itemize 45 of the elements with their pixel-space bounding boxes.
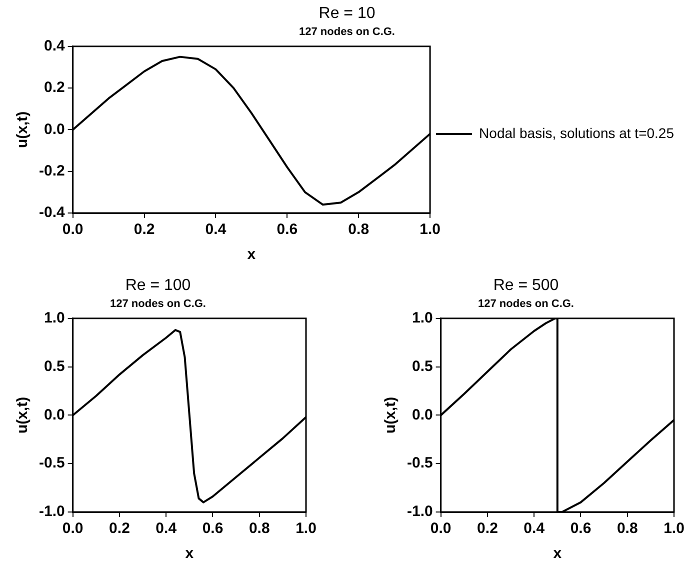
x-axis-title: x bbox=[185, 545, 194, 562]
x-tick-label: 0.0 bbox=[62, 221, 84, 238]
y-tick-label: 0.5 bbox=[44, 358, 65, 375]
chart-subtitle: 127 nodes on C.G. bbox=[110, 298, 206, 310]
y-tick-label: -0.2 bbox=[38, 162, 65, 180]
y-tick-label: 0.5 bbox=[412, 358, 433, 375]
y-tick-label: -0.5 bbox=[38, 454, 65, 472]
x-tick-label: 0.4 bbox=[205, 221, 227, 238]
legend-label: Nodal basis, solutions at t=0.25 bbox=[479, 124, 674, 141]
x-axis-title: x bbox=[247, 246, 256, 264]
y-tick-label: -1.0 bbox=[38, 503, 65, 520]
y-axis-title: u(x,t) bbox=[14, 396, 32, 434]
x-tick-label: 0.8 bbox=[616, 520, 638, 538]
chart-subtitle: 127 nodes on C.G. bbox=[478, 298, 574, 310]
y-axis-title: u(x,t) bbox=[382, 396, 400, 434]
x-tick-label: 0.2 bbox=[134, 221, 155, 238]
y-tick-label: 0.2 bbox=[44, 79, 65, 96]
y-tick-label: 0.0 bbox=[412, 406, 433, 424]
y-tick-label: -0.4 bbox=[38, 204, 66, 222]
x-tick-label: 0.0 bbox=[430, 520, 452, 538]
y-tick-label: 0.4 bbox=[44, 38, 66, 55]
y-tick-label: 1.0 bbox=[412, 310, 433, 327]
x-tick-label: 0.8 bbox=[248, 520, 270, 538]
x-tick-label: 0.2 bbox=[477, 520, 498, 538]
x-axis-title: x bbox=[553, 545, 562, 562]
chart-title: Re = 10 bbox=[318, 5, 376, 22]
x-tick-label: 0.6 bbox=[202, 520, 224, 538]
chart-title: Re = 500 bbox=[493, 277, 559, 294]
y-tick-label: -0.5 bbox=[406, 454, 433, 472]
x-tick-label: 0.8 bbox=[348, 221, 370, 238]
chart-title: Re = 100 bbox=[125, 277, 191, 294]
x-tick-label: 0.2 bbox=[109, 520, 130, 538]
x-tick-label: 0.0 bbox=[62, 520, 84, 538]
x-tick-label: 0.6 bbox=[276, 221, 298, 238]
y-axis-title: u(x,t) bbox=[14, 111, 32, 148]
x-tick-label: 0.4 bbox=[156, 520, 178, 538]
y-tick-label: 1.0 bbox=[44, 310, 65, 327]
x-tick-label: 1.0 bbox=[664, 520, 684, 538]
chart-subtitle: 127 nodes on C.G. bbox=[299, 26, 395, 38]
y-tick-label: 0.0 bbox=[44, 406, 65, 424]
x-tick-label: 0.6 bbox=[570, 520, 592, 538]
y-tick-label: 0.0 bbox=[44, 120, 65, 138]
x-tick-label: 1.0 bbox=[296, 520, 316, 538]
y-tick-label: -1.0 bbox=[406, 503, 433, 520]
x-tick-label: 0.4 bbox=[524, 520, 546, 538]
